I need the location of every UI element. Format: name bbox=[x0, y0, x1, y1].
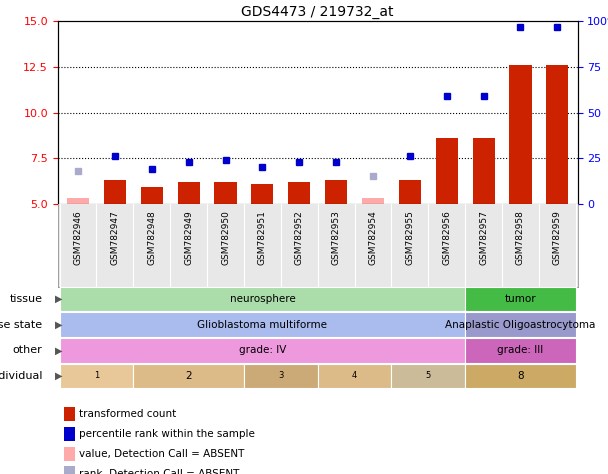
Text: GSM782946: GSM782946 bbox=[74, 210, 83, 265]
Text: individual: individual bbox=[0, 371, 43, 381]
Text: 2: 2 bbox=[185, 371, 192, 381]
Text: rank, Detection Call = ABSENT: rank, Detection Call = ABSENT bbox=[79, 468, 240, 474]
Bar bbox=[510, 65, 531, 204]
Text: value, Detection Call = ABSENT: value, Detection Call = ABSENT bbox=[79, 448, 244, 459]
Title: GDS4473 / 219732_at: GDS4473 / 219732_at bbox=[241, 5, 394, 19]
Bar bbox=[399, 180, 421, 204]
Text: GSM782955: GSM782955 bbox=[406, 210, 414, 265]
Text: 1: 1 bbox=[94, 372, 99, 380]
Text: Anaplastic Oligoastrocytoma: Anaplastic Oligoastrocytoma bbox=[445, 319, 596, 330]
Bar bbox=[288, 182, 310, 204]
Text: tissue: tissue bbox=[10, 294, 43, 304]
Text: other: other bbox=[13, 345, 43, 356]
Bar bbox=[215, 182, 237, 204]
Text: 8: 8 bbox=[517, 371, 523, 381]
Text: neurosphere: neurosphere bbox=[229, 294, 295, 304]
Text: tumor: tumor bbox=[505, 294, 536, 304]
Text: 5: 5 bbox=[426, 372, 431, 380]
Bar bbox=[472, 138, 495, 204]
Bar bbox=[104, 180, 126, 204]
Text: 4: 4 bbox=[352, 372, 357, 380]
Bar bbox=[251, 184, 274, 204]
Text: GSM782958: GSM782958 bbox=[516, 210, 525, 265]
Bar bbox=[67, 198, 89, 204]
Bar bbox=[436, 138, 458, 204]
Text: GSM782949: GSM782949 bbox=[184, 210, 193, 265]
Text: ▶: ▶ bbox=[55, 319, 62, 330]
Text: disease state: disease state bbox=[0, 319, 43, 330]
Text: transformed count: transformed count bbox=[79, 409, 176, 419]
Bar bbox=[362, 198, 384, 204]
Text: GSM782957: GSM782957 bbox=[479, 210, 488, 265]
Text: Glioblastoma multiforme: Glioblastoma multiforme bbox=[198, 319, 327, 330]
Bar bbox=[546, 65, 568, 204]
Text: GSM782953: GSM782953 bbox=[331, 210, 340, 265]
Text: GSM782956: GSM782956 bbox=[442, 210, 451, 265]
Text: GSM782951: GSM782951 bbox=[258, 210, 267, 265]
Bar bbox=[140, 187, 163, 204]
Text: GSM782952: GSM782952 bbox=[295, 210, 304, 265]
Text: ▶: ▶ bbox=[55, 294, 62, 304]
Bar bbox=[178, 182, 199, 204]
Text: ▶: ▶ bbox=[55, 345, 62, 356]
Text: GSM782959: GSM782959 bbox=[553, 210, 562, 265]
Text: GSM782954: GSM782954 bbox=[368, 210, 378, 265]
Text: grade: IV: grade: IV bbox=[239, 345, 286, 356]
Bar bbox=[325, 180, 347, 204]
Text: GSM782950: GSM782950 bbox=[221, 210, 230, 265]
Text: ▶: ▶ bbox=[55, 371, 62, 381]
Text: grade: III: grade: III bbox=[497, 345, 544, 356]
Text: percentile rank within the sample: percentile rank within the sample bbox=[79, 428, 255, 439]
Text: 3: 3 bbox=[278, 372, 283, 380]
Text: GSM782947: GSM782947 bbox=[111, 210, 119, 265]
Text: GSM782948: GSM782948 bbox=[147, 210, 156, 265]
